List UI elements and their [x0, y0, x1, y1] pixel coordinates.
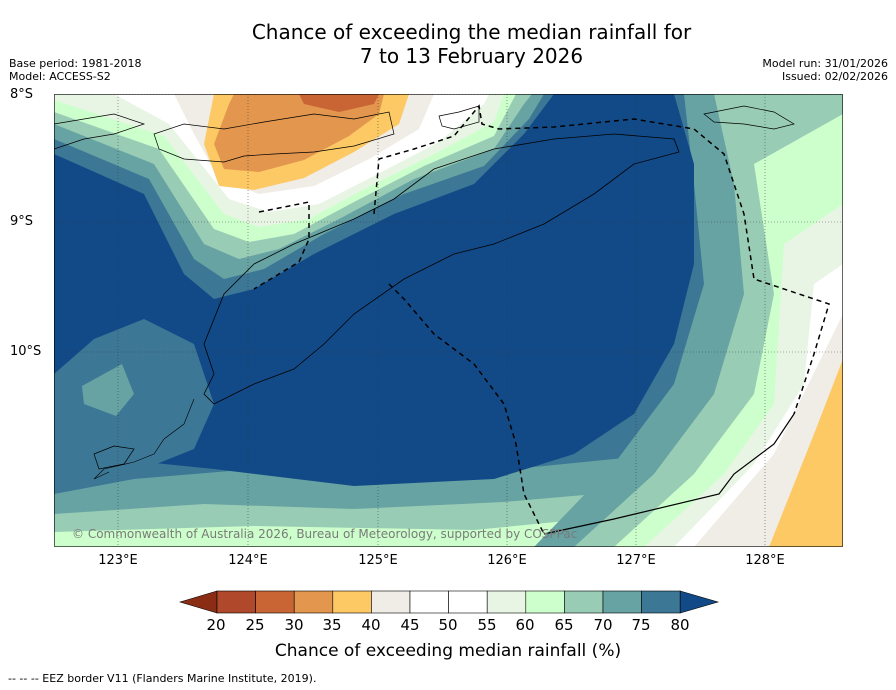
- base-period-text: Base period: 1981-2018: [9, 57, 142, 70]
- lat-label-8s: 8°S: [10, 87, 34, 102]
- title-line-2: 7 to 13 February 2026: [359, 44, 584, 68]
- colorbar-segment-75-80: [641, 590, 681, 614]
- colorbar-segment-70-75: [602, 590, 642, 614]
- band-70-75-west: [82, 364, 134, 416]
- eez-border: [253, 104, 830, 535]
- coastline-wetar: [438, 105, 480, 130]
- lat-label-10s: 10°S: [10, 344, 42, 359]
- colorbar-segment-60-65: [525, 590, 565, 614]
- coastline-alor: [153, 111, 395, 163]
- colorbar-tick-25: 25: [245, 616, 265, 634]
- colorbar-segment-50-55: [448, 590, 488, 614]
- band-30-35-north: [214, 94, 384, 172]
- map-title: Chance of exceeding the median rainfall …: [0, 20, 896, 68]
- colorbar-arrow-left: [178, 590, 218, 614]
- colorbar-segment-55-60: [486, 590, 527, 614]
- eez-border-solid: [543, 413, 795, 535]
- meta-right: Model run: 31/01/2026 Issued: 02/02/2026: [762, 57, 888, 83]
- gridlines: [54, 94, 843, 547]
- copyright-text: © Commonwealth of Australia 2026, Bureau…: [72, 527, 578, 541]
- colorbar-tick-80: 80: [670, 616, 690, 634]
- coastline-timor-inner: [93, 398, 195, 480]
- lon-label-126e: 126°E: [487, 553, 527, 568]
- colorbar-segment-35-40: [332, 590, 372, 614]
- colorbar-title: Chance of exceeding median rainfall (%): [274, 641, 622, 661]
- colorbar-tick-40: 40: [361, 616, 381, 634]
- colorbar-tick-30: 30: [284, 616, 304, 634]
- band-25-30-north: [299, 94, 379, 112]
- colorbar-tick-70: 70: [593, 616, 613, 634]
- map-frame: [54, 94, 843, 547]
- colorbar-tick-50: 50: [438, 616, 458, 634]
- colorbar-tick-75: 75: [631, 616, 651, 634]
- model-run-text: Model run: 31/01/2026: [762, 57, 888, 70]
- coastline-timor: [203, 133, 680, 405]
- rainfall-map: [54, 94, 843, 547]
- coastline-flores: [54, 113, 146, 150]
- model-text: Model: ACCESS-S2: [9, 70, 111, 83]
- lon-label-124e: 124°E: [228, 553, 268, 568]
- colorbar-segment-30-35: [293, 590, 334, 614]
- colorbar-segment-45-50: [409, 590, 449, 614]
- coastline-rote: [93, 445, 135, 470]
- band-35-40-east: [769, 359, 843, 547]
- colorbar-segment-25-30: [255, 590, 295, 614]
- colorbar-segment-40-45: [371, 590, 411, 614]
- meta-left: Base period: 1981-2018 Model: ACCESS-S2: [9, 57, 141, 83]
- lon-label-127e: 127°E: [616, 553, 656, 568]
- issued-text: Issued: 02/02/2026: [781, 70, 888, 83]
- colorbar-tick-55: 55: [477, 616, 497, 634]
- colorbar-tick-20: 20: [206, 616, 226, 634]
- lon-label-128e: 128°E: [745, 553, 785, 568]
- title-line-1: Chance of exceeding the median rainfall …: [251, 20, 692, 44]
- lon-label-123e: 123°E: [98, 553, 138, 568]
- colorbar-arrow-right: [679, 590, 720, 614]
- colorbar-tick-35: 35: [322, 616, 342, 634]
- colorbar-tick-45: 45: [400, 616, 420, 634]
- coastline-eastern-islands: [703, 105, 795, 130]
- colorbar-tick-65: 65: [554, 616, 574, 634]
- lat-label-9s: 9°S: [10, 214, 34, 229]
- colorbar-segment-20-25: [216, 590, 256, 614]
- colorbar-segment-65-70: [564, 590, 604, 614]
- colorbar-tick-60: 60: [515, 616, 535, 634]
- eez-footer-note: -- -- -- EEZ border V11 (Flanders Marine…: [8, 672, 317, 685]
- lon-label-125e: 125°E: [358, 553, 398, 568]
